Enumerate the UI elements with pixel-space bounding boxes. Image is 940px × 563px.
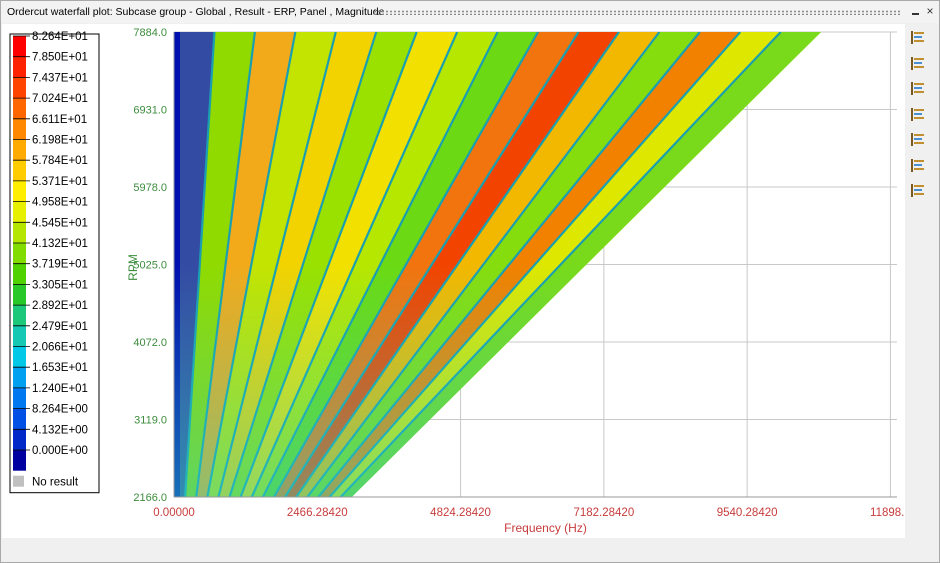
legend-label-15: 2.066E+01 bbox=[32, 342, 88, 354]
toolbar-button-2[interactable] bbox=[909, 55, 927, 73]
legend-swatch-19 bbox=[13, 429, 26, 450]
window-title: Ordercut waterfall plot: Subcase group -… bbox=[7, 6, 385, 18]
legend-swatch-5 bbox=[13, 139, 26, 161]
legend-label-6: 5.784E+01 bbox=[32, 155, 88, 167]
legend-swatch-18 bbox=[13, 408, 26, 430]
y-tick-label-4: 5978.0 bbox=[133, 182, 167, 194]
x-tick-label-1: 2466.28420 bbox=[287, 507, 348, 519]
close-button[interactable]: × bbox=[926, 4, 934, 18]
y-tick-label-0: 2166.0 bbox=[133, 492, 167, 504]
minimize-button[interactable] bbox=[908, 3, 924, 19]
legend-label-13: 2.892E+01 bbox=[32, 300, 88, 312]
toolbar-button-6[interactable] bbox=[909, 157, 927, 175]
x-tick-label-2: 4824.28420 bbox=[430, 507, 491, 519]
legend-swatch-17 bbox=[13, 387, 26, 409]
legend-swatch-0 bbox=[13, 36, 26, 57]
legend-label-10: 4.132E+01 bbox=[32, 238, 88, 250]
drag-grip[interactable] bbox=[373, 10, 901, 15]
legend-label-7: 5.371E+01 bbox=[32, 176, 88, 188]
heatmap-fade bbox=[174, 264, 822, 497]
legend-swatch-12 bbox=[13, 284, 26, 306]
x-axis-label: Frequency (Hz) bbox=[504, 521, 587, 535]
legend-swatch-1 bbox=[13, 56, 26, 78]
x-tick-label-0: 0.00000 bbox=[153, 507, 195, 519]
legend-swatch-2 bbox=[13, 77, 26, 99]
legend-swatch-13 bbox=[13, 305, 26, 326]
toolbar-button-5[interactable] bbox=[909, 131, 927, 149]
plot-panel: 2166.0 3119.0 4072.0 5025.0 5978.0 6931.0 7884… bbox=[2, 24, 905, 538]
legend-swatch-7 bbox=[13, 180, 26, 202]
legend-label-18: 8.264E+00 bbox=[32, 404, 88, 416]
legend-label-17: 1.240E+01 bbox=[32, 383, 88, 395]
legend-label-9: 4.545E+01 bbox=[32, 217, 88, 229]
legend-label-1: 7.850E+01 bbox=[32, 52, 88, 64]
y-tick-label-6: 7884.0 bbox=[133, 27, 167, 39]
legend-label-20: 0.000E+00 bbox=[32, 445, 88, 457]
legend-swatch-11 bbox=[13, 263, 26, 285]
legend-swatch-20 bbox=[13, 450, 26, 471]
y-tick-label-5: 6931.0 bbox=[133, 105, 167, 117]
legend-swatch-8 bbox=[13, 201, 26, 223]
legend-swatch-9 bbox=[13, 222, 26, 243]
x-tick-label-5: 11898.2 bbox=[870, 507, 905, 519]
legend-label-5: 6.198E+01 bbox=[32, 135, 88, 147]
legend-swatch-15 bbox=[13, 346, 26, 368]
legend-swatch-6 bbox=[13, 160, 26, 181]
x-tick-label-4: 9540.28420 bbox=[717, 507, 778, 519]
legend-label-8: 4.958E+01 bbox=[32, 197, 88, 209]
toolbar-button-1[interactable] bbox=[909, 29, 927, 47]
legend-label-19: 4.132E+00 bbox=[32, 424, 88, 436]
legend-swatch-3 bbox=[13, 98, 26, 119]
legend-swatch-14 bbox=[13, 325, 26, 347]
legend-label-0: 8.264E+01 bbox=[32, 31, 88, 43]
side-toolbar bbox=[909, 29, 931, 208]
legend-swatch-16 bbox=[13, 367, 26, 388]
y-tick-label-3: 5025.0 bbox=[133, 260, 167, 272]
waterfall-chart[interactable]: 2166.0 3119.0 4072.0 5025.0 5978.0 6931.0 7884… bbox=[2, 24, 905, 538]
legend-label-11: 3.719E+01 bbox=[32, 259, 88, 271]
x-tick-label-3: 7182.28420 bbox=[573, 507, 634, 519]
legend-label-4: 6.611E+01 bbox=[32, 114, 87, 126]
y-tick-label-1: 3119.0 bbox=[134, 415, 167, 427]
toolbar-button-4[interactable] bbox=[909, 106, 927, 124]
legend-swatch-4 bbox=[13, 118, 26, 140]
y-axis-label: RPM bbox=[126, 254, 140, 281]
legend-label-16: 1.653E+01 bbox=[32, 362, 88, 374]
legend-label-2: 7.437E+01 bbox=[32, 72, 88, 84]
legend-label-3: 7.024E+01 bbox=[32, 93, 88, 105]
legend-label-14: 2.479E+01 bbox=[32, 321, 88, 333]
no-result-swatch bbox=[13, 475, 24, 487]
title-bar[interactable]: Ordercut waterfall plot: Subcase group -… bbox=[1, 1, 939, 23]
legend-swatch-10 bbox=[13, 243, 26, 264]
y-tick-label-2: 4072.0 bbox=[133, 337, 167, 349]
toolbar-button-7[interactable] bbox=[909, 182, 927, 200]
legend-label-12: 3.305E+01 bbox=[32, 279, 88, 291]
toolbar-button-3[interactable] bbox=[909, 80, 927, 98]
no-result-label: No result bbox=[32, 477, 79, 489]
